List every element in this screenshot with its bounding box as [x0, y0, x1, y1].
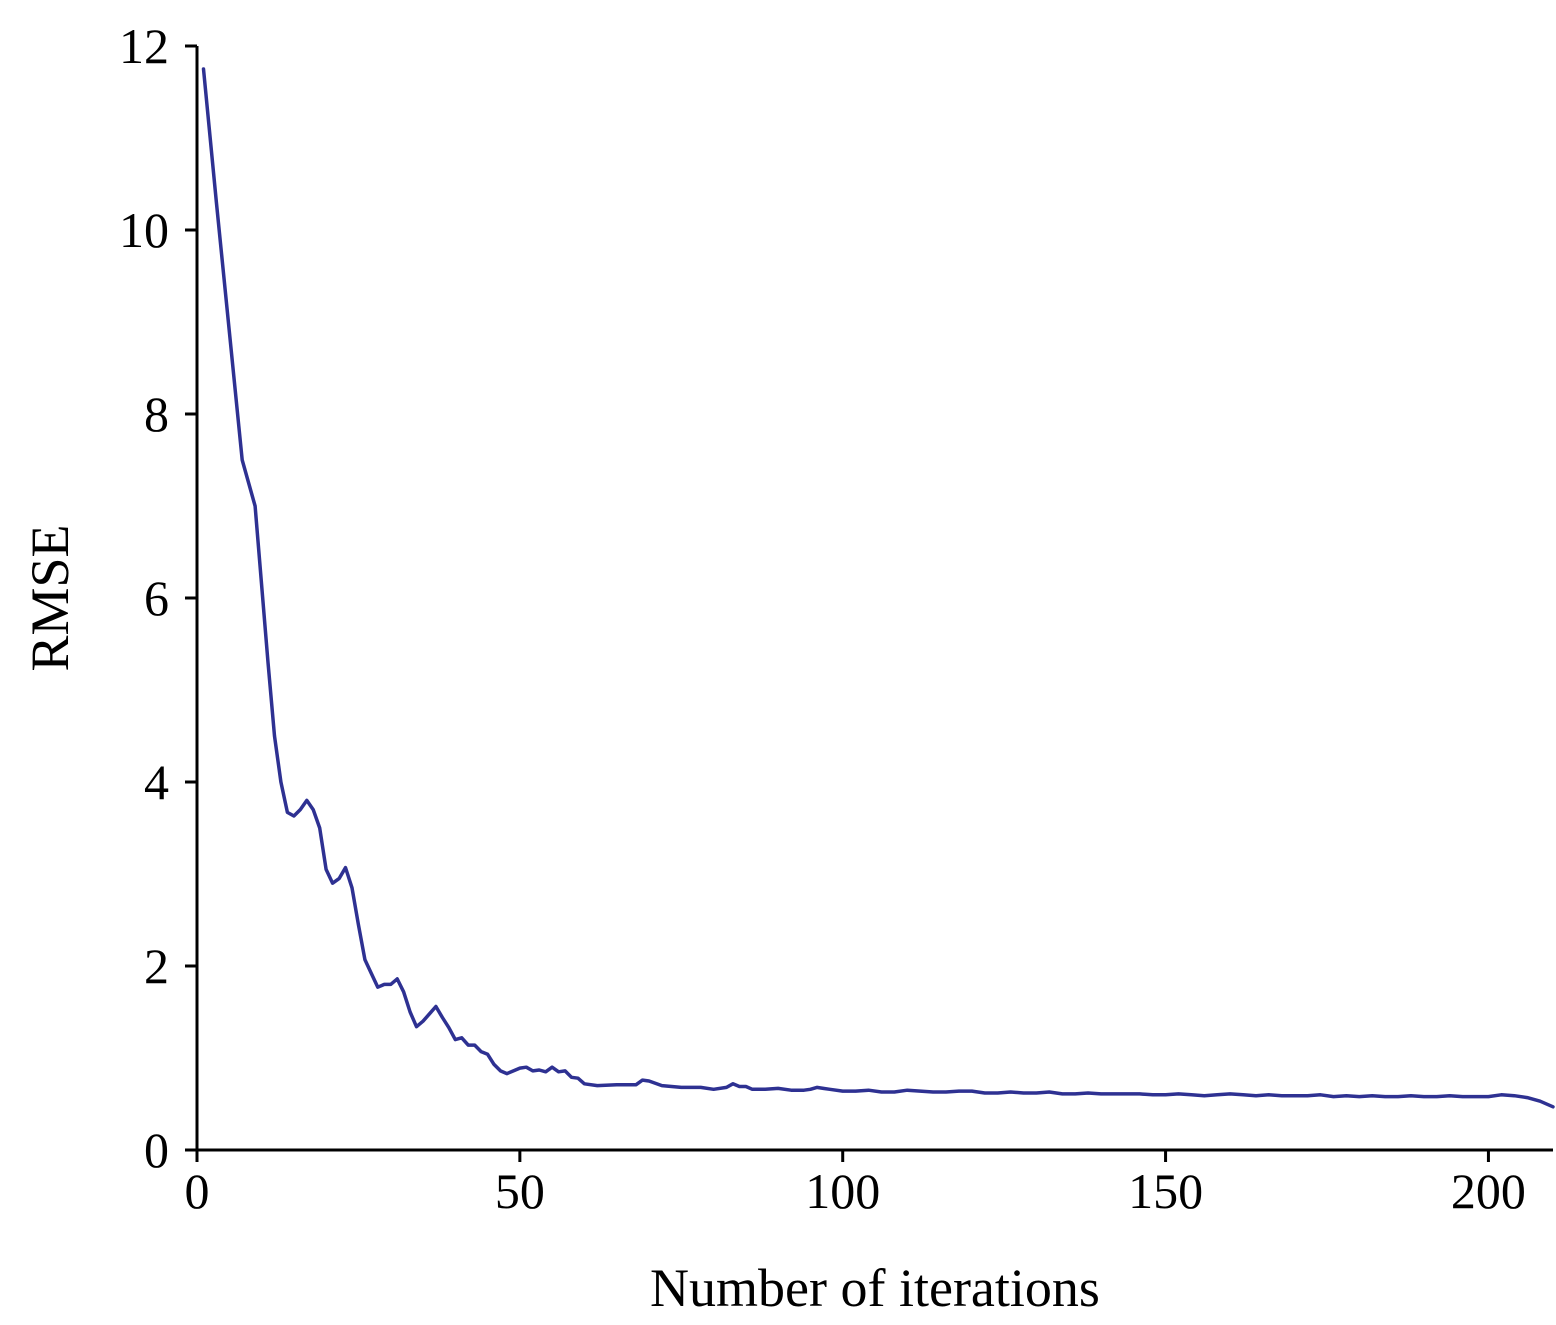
- y-tick-label: 12: [119, 18, 169, 74]
- x-axis-label: Number of iterations: [650, 1258, 1100, 1318]
- x-tick-label: 100: [805, 1163, 880, 1219]
- series-line-0: [201, 67, 1555, 1109]
- y-axis-ticks: 0 2 4 6 8 10 12: [119, 18, 197, 1178]
- y-axis-label: RMSE: [20, 524, 80, 671]
- y-tick-label: 4: [144, 754, 169, 810]
- x-tick-label: 0: [185, 1163, 210, 1219]
- y-tick-label: 8: [144, 386, 169, 442]
- x-tick-label: 200: [1451, 1163, 1526, 1219]
- x-tick-label: 150: [1128, 1163, 1203, 1219]
- y-tick-label: 10: [119, 202, 169, 258]
- y-tick-label: 0: [144, 1122, 169, 1178]
- y-tick-label: 6: [144, 570, 169, 626]
- y-tick-label: 2: [144, 938, 169, 994]
- series-layer: [201, 67, 1555, 1109]
- x-axis-ticks: 0 50 100 150 200: [185, 1150, 1526, 1219]
- x-tick-label: 50: [495, 1163, 545, 1219]
